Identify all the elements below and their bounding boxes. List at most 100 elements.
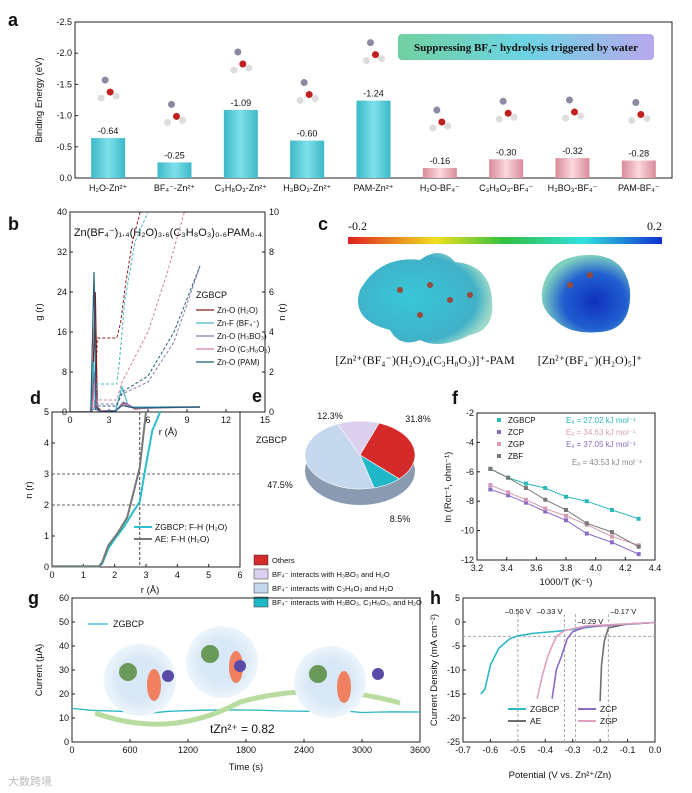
lsv-line bbox=[480, 621, 656, 695]
fit-line bbox=[490, 468, 639, 520]
molecule-atom-icon bbox=[97, 94, 105, 102]
molecule-atom-icon bbox=[444, 122, 452, 130]
x-axis-label: r (Å) bbox=[159, 427, 177, 438]
bar-value-label: -1.09 bbox=[231, 98, 252, 108]
legend-label: ZGP bbox=[508, 440, 524, 449]
x-tick-label: 1200 bbox=[178, 745, 198, 755]
legend-label: Zn-O (H₂O) bbox=[217, 306, 258, 315]
pie-slice bbox=[359, 422, 416, 480]
y-tick-label: 0 bbox=[269, 407, 274, 417]
y-axis-label: Current Density (mA cm⁻²) bbox=[429, 614, 440, 726]
molecule-atom-icon bbox=[106, 88, 114, 96]
legend-swatch bbox=[497, 442, 501, 446]
molecule-icon bbox=[337, 671, 351, 703]
onset-label: –0.17 V bbox=[610, 607, 636, 616]
y-tick-label: -2.0 bbox=[56, 48, 72, 58]
x-tick-label: 0 bbox=[49, 570, 54, 580]
atom-icon bbox=[447, 297, 453, 303]
molecule-atom-icon bbox=[571, 108, 578, 116]
legend-label: ZGBCP bbox=[530, 704, 560, 714]
chart-title: Zn(BF₄⁻)₁.₄(H₂O)₃.₆(C₃H₈O₃)₀.₆PAM₀.₄ bbox=[74, 227, 263, 239]
x-tick-label: 4 bbox=[175, 570, 180, 580]
x-tick-label: 2400 bbox=[294, 745, 314, 755]
x-tick-label: -0.2 bbox=[592, 745, 608, 755]
x-tick-label: -0.4 bbox=[538, 745, 554, 755]
coordination-number-line bbox=[94, 265, 201, 411]
molecule-atom-icon bbox=[637, 111, 645, 119]
molecule-atom-icon bbox=[311, 95, 319, 103]
y-tick-label: 1 bbox=[44, 531, 49, 541]
y-tick-label: 8 bbox=[269, 247, 274, 257]
data-point bbox=[523, 485, 528, 490]
x-axis-label: Potential (V vs. Zn²⁺/Zn) bbox=[509, 770, 612, 781]
legend-label: ZCP bbox=[508, 428, 524, 437]
banner-text: Suppressing BF₄⁻ hydrolysis triggered by… bbox=[414, 42, 638, 54]
category-label: H₂O-Zn²⁺ bbox=[89, 183, 127, 193]
y-tick-label: -20 bbox=[447, 713, 460, 723]
bar bbox=[356, 100, 391, 178]
molecule-atom-icon bbox=[230, 66, 238, 74]
molecule-atom-icon bbox=[300, 79, 308, 87]
y-tick-label: 40 bbox=[57, 207, 67, 217]
molecule-atom-icon bbox=[495, 115, 503, 123]
y-tick-label: 0 bbox=[455, 617, 460, 627]
legend-swatch bbox=[253, 596, 269, 608]
bar-value-label: -0.30 bbox=[496, 147, 517, 157]
legend-swatch bbox=[253, 554, 269, 566]
y-tick-label: 4 bbox=[269, 327, 274, 337]
molecule-atom-icon bbox=[367, 39, 374, 47]
y-tick-label: 60 bbox=[59, 593, 69, 603]
esp-surface-water-complex bbox=[541, 255, 631, 333]
legend-label: BF₄⁻ interacts with C₃H₈O₃ and H₂O bbox=[272, 584, 393, 593]
legend-label: BF₄⁻ interacts with H₃BO₃, C₃H₈O₃, and H… bbox=[272, 598, 422, 607]
data-point bbox=[609, 508, 614, 513]
y-axis-label: ln (Rct⁻¹, ohm⁻¹) bbox=[443, 452, 454, 523]
molecule-atom-icon bbox=[438, 118, 446, 126]
x-tick-label: 0 bbox=[69, 745, 74, 755]
molecule-atom-icon bbox=[499, 97, 507, 105]
bar-value-label: -0.16 bbox=[430, 156, 451, 166]
atom-icon bbox=[427, 282, 433, 288]
activation-energy-label: Eₐ = 37.05 kJ mol⁻¹ bbox=[566, 440, 636, 449]
data-point bbox=[506, 493, 511, 498]
x-tick-label: 9 bbox=[184, 415, 189, 425]
panel-label: h bbox=[430, 588, 441, 608]
pie-slice-label: 31.8% bbox=[405, 414, 431, 424]
colorbar-max-label: 0.2 bbox=[647, 219, 662, 233]
molecule-atom-icon bbox=[179, 116, 186, 124]
y-tick-label: 4 bbox=[44, 438, 49, 448]
y-tick-label: 5 bbox=[455, 593, 460, 603]
molecule-atom-icon bbox=[372, 51, 379, 59]
x-tick-label: -0.6 bbox=[483, 745, 499, 755]
molecule-atom-icon bbox=[504, 109, 512, 117]
molecule-atom-icon bbox=[363, 57, 370, 65]
atom-icon bbox=[567, 282, 573, 288]
x-tick-label: 3.8 bbox=[560, 563, 573, 573]
y-tick-label: -12 bbox=[461, 555, 474, 565]
bar-value-label: -0.32 bbox=[562, 146, 583, 156]
y-tick-label: 32 bbox=[57, 247, 67, 257]
y-tick-label: 20 bbox=[59, 689, 69, 699]
panel-label: g bbox=[28, 588, 39, 608]
onset-label: –0.33 V bbox=[537, 607, 563, 616]
molecule-atom-icon bbox=[305, 91, 313, 99]
x-tick-label: -0.3 bbox=[565, 745, 581, 755]
y-tick-label: -1.5 bbox=[56, 79, 72, 89]
legend-label: Others bbox=[272, 556, 295, 565]
data-point bbox=[543, 485, 548, 490]
data-point bbox=[506, 490, 511, 495]
y-tick-label: -8 bbox=[466, 496, 474, 506]
zinc-ion-icon bbox=[162, 670, 174, 682]
molecule-atom-icon bbox=[632, 99, 640, 107]
legend-label: ZGBCP bbox=[113, 619, 144, 629]
y-axis-label: n (r) bbox=[24, 481, 35, 498]
solvation-shell bbox=[294, 646, 366, 718]
data-point bbox=[523, 497, 528, 502]
colorbar-min-label: -0.2 bbox=[348, 219, 367, 233]
data-point bbox=[584, 531, 589, 536]
y-tick-label: 2 bbox=[44, 500, 49, 510]
legend-label: ZGP bbox=[600, 716, 618, 726]
y-axis-label: n (r) bbox=[277, 303, 288, 320]
anion-icon bbox=[201, 645, 219, 663]
y-tick-label: 2 bbox=[269, 367, 274, 377]
